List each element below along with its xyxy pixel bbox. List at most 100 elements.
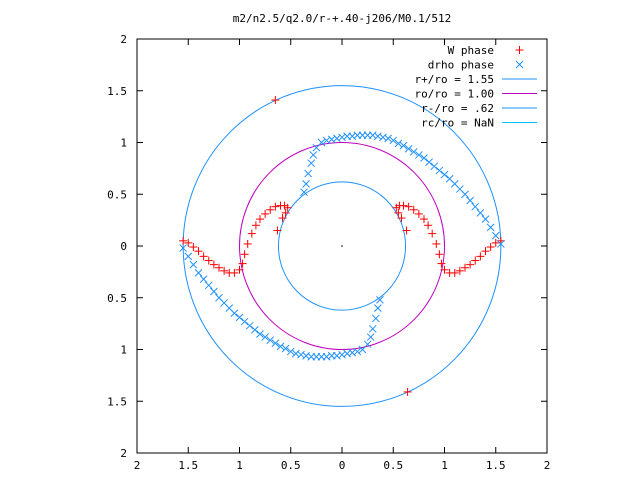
drho-phase-point <box>230 309 239 318</box>
drho-phase-point-b <box>435 166 444 175</box>
drho-phase-point-b <box>394 139 403 148</box>
drho-phase-point-b <box>409 147 418 156</box>
x-tick-label: 0.5 <box>281 459 301 472</box>
y-tick-label: 0 <box>120 240 127 253</box>
ticks-layer: 2 1.5 1 0.5 0 0.5 1 1.5 221.510.500.511.52 <box>107 33 550 472</box>
drho-phase-point-b <box>199 275 208 283</box>
drho-phase-point <box>271 339 280 348</box>
drho-phase-point-b <box>353 131 362 140</box>
x-tick-label: 2 <box>544 459 551 472</box>
drho-phase-point <box>194 269 203 277</box>
drho-phase-point <box>333 351 341 360</box>
drho-phase-point-b <box>304 169 313 178</box>
w-phase-point <box>455 266 464 275</box>
drho-phase-point-b <box>481 215 490 223</box>
drho-phase-point <box>394 139 403 148</box>
w-phase-point <box>414 209 423 218</box>
legend-cross-marker-b <box>515 60 524 69</box>
y-tick-label: 2 <box>120 447 127 460</box>
drho-phase-point-b <box>363 340 372 349</box>
drho-phase-point <box>415 151 423 159</box>
x-tick-label: 1 <box>236 459 243 472</box>
legend-label: ro/ro = 1.00 <box>415 88 494 101</box>
w-phase-point <box>481 247 490 256</box>
w-phase-point <box>220 266 229 275</box>
drho-phase-point <box>327 135 336 144</box>
drho-phase-point-b <box>415 151 423 159</box>
drho-phase-point-b <box>389 136 398 145</box>
w-phase-point <box>230 268 239 277</box>
w-phase-point <box>397 214 406 223</box>
w-phase-point <box>238 259 247 268</box>
x-tick-label: 0.5 <box>383 459 403 472</box>
w-phase-point <box>491 238 500 247</box>
legend-cross-marker <box>515 60 524 69</box>
drho-phase-point-b <box>302 180 310 188</box>
drho-phase-point-b <box>491 231 500 240</box>
w-phase-point <box>271 202 280 211</box>
w-phase-point <box>409 205 418 214</box>
w-phase-point <box>437 259 446 268</box>
drho-phase-point-b <box>312 143 321 152</box>
w-phase-point <box>256 215 264 224</box>
drho-phase-point <box>389 136 398 145</box>
w-phase-point <box>271 96 280 105</box>
drho-phase-point-b <box>276 342 285 351</box>
drho-phase-point-b <box>374 304 382 312</box>
drho-phase-point <box>368 324 377 333</box>
y-tick-label: 0.5 <box>107 292 127 305</box>
drho-phase-point <box>281 344 290 353</box>
drho-phase-point-b <box>189 260 198 269</box>
w-phase-point <box>251 221 260 230</box>
drho-phase-point-b <box>210 287 218 296</box>
drho-phase-point-b <box>476 209 485 217</box>
chart-title: m2/n2.5/q2.0/r-+.40-j206/M0.1/512 <box>233 12 452 25</box>
drho-phase-point-b <box>353 347 362 356</box>
w-phase-point <box>402 226 411 235</box>
drho-phase-point <box>302 180 310 188</box>
drho-phase-point-b <box>399 141 408 150</box>
w-phase-point <box>440 265 449 274</box>
drho-phase-point-b <box>179 244 187 252</box>
drho-phase-point <box>189 260 198 269</box>
drho-phase-point <box>179 244 187 252</box>
drho-phase-point <box>371 314 380 323</box>
drho-phase-point <box>276 342 285 351</box>
w-phase-point <box>466 260 475 269</box>
drho-phase-point <box>379 133 387 142</box>
drho-phase-point <box>184 252 193 261</box>
drho-phase-point-b <box>266 336 275 345</box>
legend-label: r-/ro = .62 <box>421 102 494 115</box>
drho-phase-point-b <box>245 321 254 330</box>
drho-phase-point-b <box>256 330 264 338</box>
w-phase-point <box>235 265 244 274</box>
drho-phase-point-b <box>404 144 413 153</box>
w-phase-point <box>184 238 193 247</box>
y-tick-label: 2 <box>120 33 127 46</box>
drho-phase-point <box>486 223 495 232</box>
drho-phase-point <box>353 131 362 140</box>
drho-phase-point <box>374 304 382 312</box>
drho-phase-point-b <box>420 154 428 162</box>
drho-phase-point-b <box>184 252 193 261</box>
drho-phase-point <box>343 132 351 141</box>
w-phase-point <box>394 208 403 217</box>
drho-phase-point-b <box>486 223 495 232</box>
drho-phase-point-b <box>497 240 505 248</box>
w-phase-point <box>445 268 454 277</box>
w-phase-point <box>179 236 188 245</box>
origin-dot <box>341 245 343 247</box>
w-phase-point <box>461 263 469 272</box>
drho-phase-point-b <box>343 132 351 141</box>
drho-phase-point-b <box>461 190 469 199</box>
drho-phase-point-b <box>322 352 331 361</box>
radius-circle <box>239 142 445 350</box>
drho-phase-point <box>399 141 408 150</box>
drho-phase-point-b <box>235 313 244 322</box>
drho-phase-point-b <box>225 304 234 312</box>
legend-label: r+/ro = 1.55 <box>415 73 494 86</box>
drho-phase-point <box>476 209 485 217</box>
drho-phase-point-b <box>271 339 280 348</box>
